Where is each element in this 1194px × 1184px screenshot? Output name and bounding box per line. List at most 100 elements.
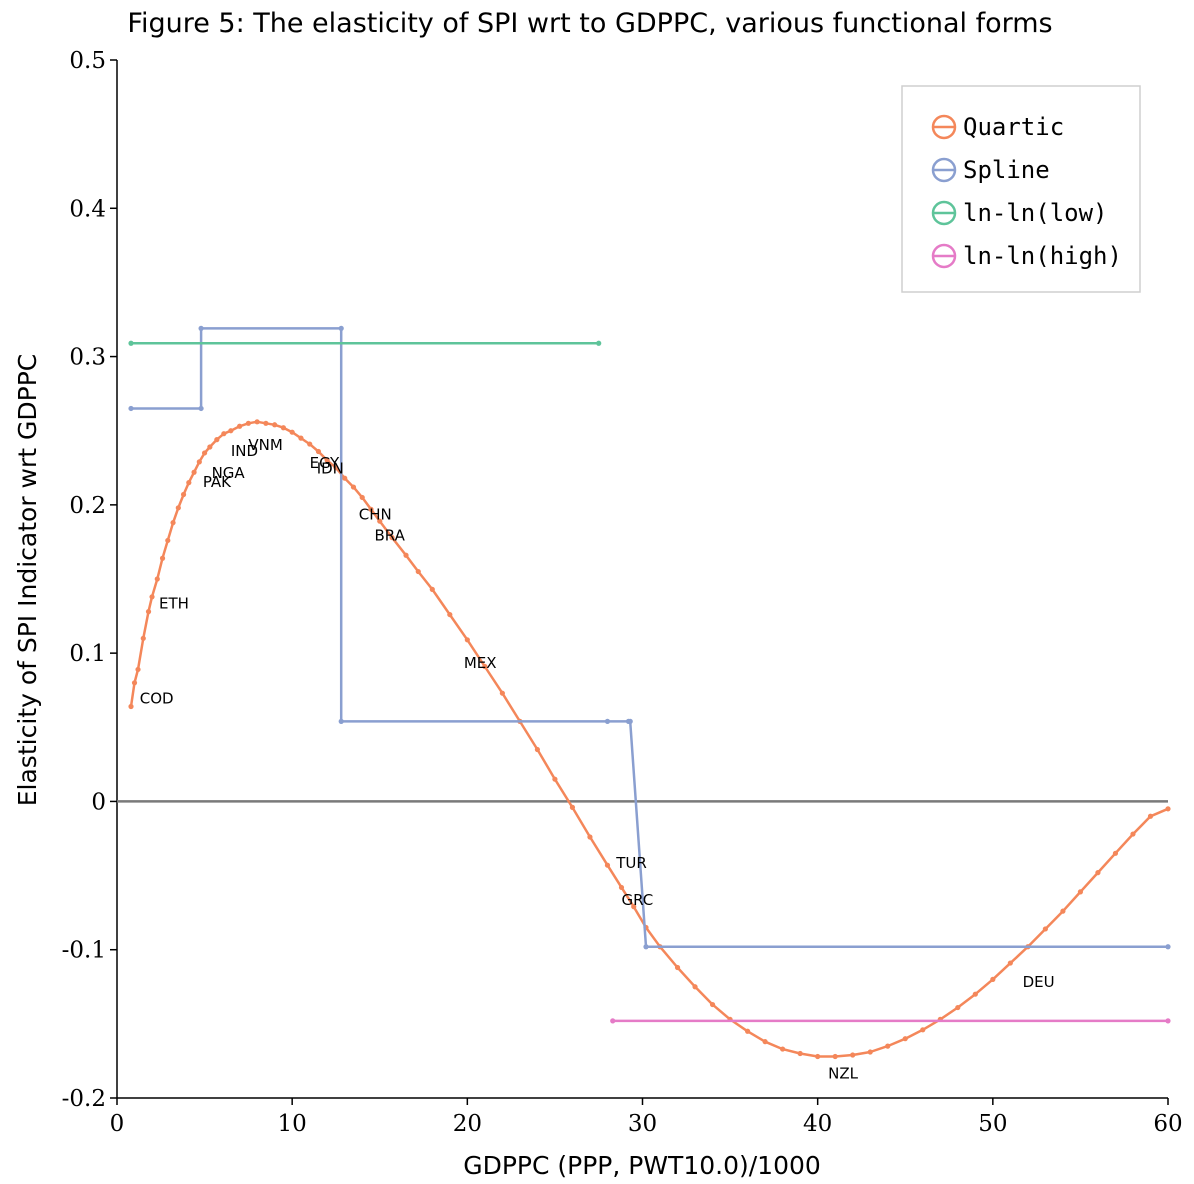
y-tick-label: 0.5 [69,48,106,74]
data-point [263,420,269,426]
data-point [885,1043,891,1049]
x-tick-label: 10 [278,1111,307,1137]
data-point [604,718,611,724]
data-point [482,663,488,670]
y-tick-label: 0.3 [69,345,106,371]
data-point [780,1046,786,1052]
data-point [338,325,344,331]
country-label-bra: BRA [374,526,405,544]
data-point [1042,926,1048,932]
data-point [815,1053,821,1060]
data-point [368,506,374,512]
data-point [850,1052,856,1058]
data-point [1060,908,1066,914]
y-tick-label: -0.2 [62,1086,106,1112]
data-point [1165,944,1171,950]
data-point [180,491,187,498]
data-point [1165,806,1171,812]
data-point [254,419,260,425]
series-line-spline [131,327,1168,948]
data-point [631,904,637,910]
country-label-chn: CHN [359,506,392,524]
data-point [342,475,348,481]
data-point [990,976,996,982]
data-point [604,862,611,868]
y-tick-label: 0.2 [69,493,106,519]
x-tick-label: 0 [110,1111,125,1137]
data-point [145,609,152,615]
country-label-eth: ETH [159,595,189,613]
legend-label: ln-ln(high) [963,242,1122,270]
data-point [289,429,295,435]
data-point [709,1001,716,1008]
x-tick-label: 20 [453,1111,482,1137]
data-point [762,1039,768,1045]
x-tick-label: 50 [978,1111,1007,1137]
data-point [569,804,576,810]
data-point [201,450,208,456]
data-point [245,420,251,426]
data-point [534,746,541,753]
data-point [447,611,453,618]
data-point [1112,850,1119,856]
data-point [191,469,197,475]
legend: Quartic Spline ln-ln(low) ln-ln(high) [901,85,1141,293]
x-tick-label: 40 [803,1111,832,1137]
data-point [170,520,176,526]
data-point [315,448,322,455]
data-point [128,405,134,412]
data-point [955,1004,961,1011]
data-point [972,991,978,997]
data-point [198,405,204,412]
data-point [135,666,141,673]
data-point [1147,813,1154,819]
data-point [674,964,681,971]
x-tick-label: 60 [1153,1111,1182,1137]
data-point [175,505,181,511]
data-point [832,1053,838,1060]
x-tick-label: 30 [628,1111,657,1137]
data-point [196,459,202,465]
data-point [280,425,287,431]
data-point [359,494,365,501]
data-point [324,457,330,463]
data-point [643,944,649,950]
y-tick-label: 0.4 [69,196,106,222]
country-label-idn: IDN [317,460,344,478]
legend-label: ln-ln(low) [963,199,1108,227]
data-point [867,1049,873,1055]
x-axis-label: GDPPC (PPP, PWT10.0)/1000 [463,1151,821,1180]
data-point [1007,960,1013,966]
data-point [221,431,227,437]
data-point [237,423,243,429]
data-point [298,435,304,441]
data-point [587,834,593,840]
data-point [128,703,134,710]
data-point [198,325,204,331]
data-point [214,437,220,443]
data-point [307,441,313,447]
data-point [797,1050,803,1057]
y-tick-label: -0.1 [62,938,106,964]
y-tick-label: 0.1 [69,641,106,667]
series-line-quartic [129,420,1169,1058]
data-point [596,340,602,346]
data-point [1130,831,1136,837]
country-label-mex: MEX [464,654,497,672]
data-point [692,984,698,990]
country-label-deu: DEU [1023,973,1055,991]
data-point [377,518,383,524]
data-point [403,552,409,558]
data-point [429,586,435,592]
data-point [1095,870,1101,876]
country-label-grc: GRC [621,891,653,909]
data-point [350,484,357,490]
data-point [228,428,234,434]
data-point [207,444,213,450]
data-point [464,637,470,643]
data-point [131,680,138,686]
chart-title: Figure 5: The elasticity of SPI wrt to G… [127,8,1052,39]
country-label-egy: EGY [310,454,340,472]
data-point [338,718,344,724]
